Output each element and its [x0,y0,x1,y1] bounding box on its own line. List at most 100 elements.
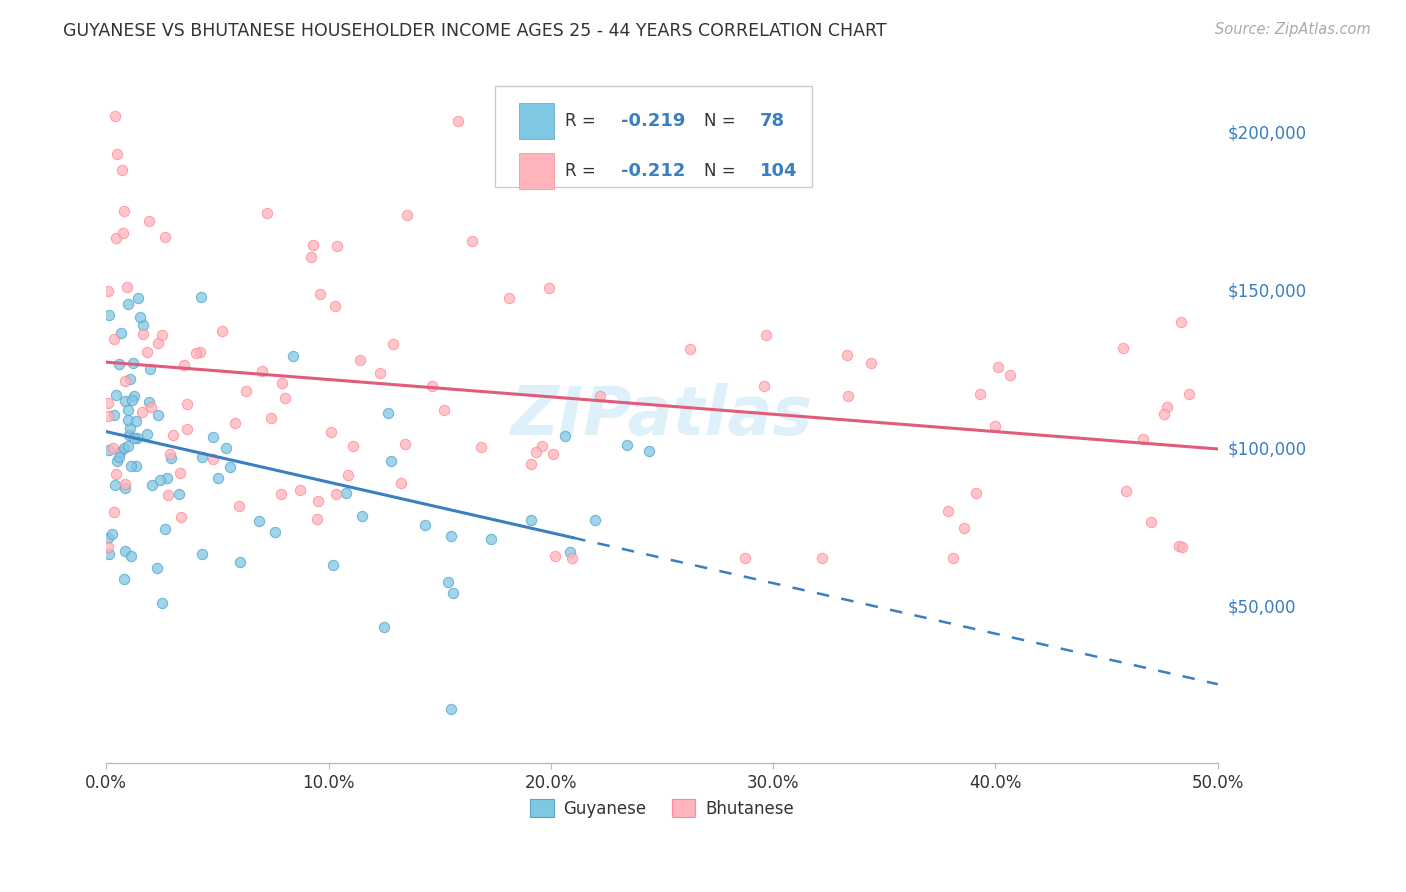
Point [105,146,128,161]
Point [1140,515,1163,529]
Point [1171,540,1194,554]
Point [118,427,141,442]
Point [447,113,470,128]
Point [122,431,145,445]
Point [752,378,775,392]
Point [190,290,212,304]
Point [104,478,127,492]
Point [229,555,252,569]
Point [97,396,120,410]
Point [191,548,214,562]
Point [679,342,702,356]
Point [104,467,127,482]
Point [127,291,149,305]
Point [121,459,143,474]
Point [273,391,295,405]
Point [349,353,371,368]
Point [498,292,520,306]
Text: ZIPatlas: ZIPatlas [510,383,813,449]
Point [969,387,991,401]
Point [160,451,183,466]
Point [190,345,212,359]
Point [520,458,543,472]
Point [153,230,176,244]
Point [336,467,359,482]
Text: Source: ZipAtlas.com: Source: ZipAtlas.com [1215,22,1371,37]
Point [176,422,198,436]
Point [129,310,152,324]
Point [173,358,195,372]
Point [146,561,169,575]
Point [228,500,250,514]
Point [117,402,139,417]
Point [983,418,1005,433]
Point [139,361,162,376]
Point [519,514,541,528]
Point [389,475,412,490]
Point [583,513,606,527]
Point [380,454,402,468]
Point [322,558,344,572]
Point [470,440,492,454]
Point [638,444,661,458]
Point [441,586,464,600]
Point [219,459,242,474]
Point [270,376,292,390]
Point [1111,341,1133,355]
Point [162,427,184,442]
Point [461,235,484,249]
Point [114,481,136,495]
Point [373,620,395,634]
Point [321,425,343,439]
Point [120,549,142,563]
Point [120,372,142,386]
Point [97,531,120,545]
Point [561,550,583,565]
Point [755,328,778,343]
Point [558,545,581,559]
FancyBboxPatch shape [519,103,554,138]
Text: GUYANESE VS BHUTANESE HOUSEHOLDER INCOME AGES 25 - 44 YEARS CORRELATION CHART: GUYANESE VS BHUTANESE HOUSEHOLDER INCOME… [63,22,887,40]
Point [307,512,329,526]
Point [114,393,136,408]
Point [270,487,292,501]
Point [150,596,173,610]
Point [97,409,120,423]
Text: N =: N = [704,112,741,129]
Point [437,575,460,590]
Point [201,452,224,467]
Point [810,550,832,565]
Point [589,389,612,403]
Point [125,414,148,428]
Point [114,572,136,586]
Point [734,550,756,565]
Point [101,442,124,456]
Point [290,483,312,497]
Point [302,238,325,252]
Point [186,346,208,360]
Point [335,485,357,500]
Point [396,208,419,222]
Point [616,438,638,452]
Point [132,318,155,333]
Point [159,447,181,461]
Point [1000,368,1022,382]
Point [149,473,172,487]
Point [308,493,330,508]
Point [108,450,131,465]
Point [987,359,1010,374]
Point [114,543,136,558]
Point [135,426,157,441]
Point [191,450,214,464]
Text: 104: 104 [759,161,797,179]
Point [433,403,456,417]
Point [479,532,502,546]
Point [146,408,169,422]
Text: -0.212: -0.212 [621,161,685,179]
Point [1156,400,1178,414]
Point [104,109,127,123]
Point [103,408,125,422]
Point [413,517,436,532]
Point [352,509,374,524]
Point [156,471,179,485]
